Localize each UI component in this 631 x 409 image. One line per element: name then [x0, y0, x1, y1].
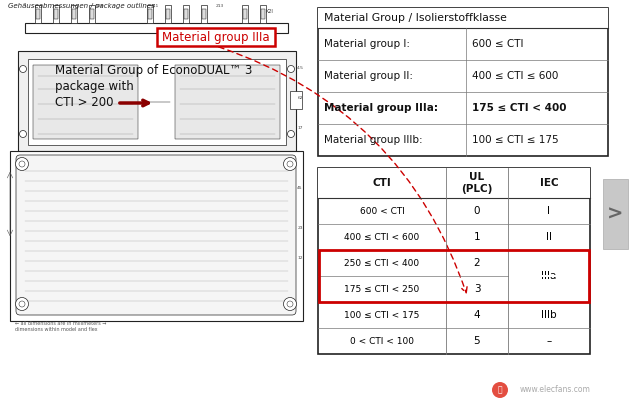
Text: 45: 45: [297, 186, 303, 190]
Text: K2I: K2I: [265, 9, 273, 14]
Bar: [175, 65, 280, 139]
Circle shape: [20, 65, 27, 72]
Bar: [18, 51, 296, 151]
Bar: [53, 5, 59, 23]
Text: 4.5: 4.5: [297, 66, 304, 70]
Bar: [166, 9, 170, 19]
Text: Material group I:: Material group I:: [324, 39, 410, 49]
Text: 23: 23: [297, 226, 303, 230]
Text: 250 ≤ CTI < 400: 250 ≤ CTI < 400: [345, 258, 420, 267]
Text: 213: 213: [216, 4, 224, 8]
Text: 5: 5: [474, 336, 480, 346]
Bar: [318, 8, 608, 28]
Bar: [184, 9, 188, 19]
Text: CTI > 200: CTI > 200: [55, 96, 114, 109]
Text: www.elecfans.com: www.elecfans.com: [519, 385, 591, 394]
Text: 0: 0: [474, 206, 480, 216]
Text: IIIa: IIIa: [541, 271, 557, 281]
Text: 12: 12: [297, 256, 303, 260]
Bar: [71, 5, 77, 23]
Text: Material group IIIa:: Material group IIIa:: [324, 103, 438, 113]
Circle shape: [16, 297, 28, 310]
Bar: [54, 9, 58, 19]
Text: Material Group of EconoDUAL™ 3: Material Group of EconoDUAL™ 3: [55, 64, 252, 77]
Circle shape: [283, 157, 297, 171]
Bar: [201, 5, 207, 23]
Text: I: I: [548, 206, 550, 216]
Text: 175 ≤ CTI < 250: 175 ≤ CTI < 250: [345, 285, 420, 294]
Bar: [509, 275, 589, 276]
Text: 2: 2: [474, 258, 480, 268]
Text: 175 ≤ CTI < 400: 175 ≤ CTI < 400: [472, 103, 567, 113]
Text: UL
(PLC): UL (PLC): [461, 172, 493, 194]
Text: Gehäuseabmessungen / package outlines: Gehäuseabmessungen / package outlines: [8, 3, 155, 9]
Circle shape: [288, 130, 295, 137]
Bar: [242, 5, 248, 23]
Bar: [10, 151, 303, 321]
Bar: [261, 9, 265, 19]
Text: >: >: [607, 204, 623, 223]
Text: 17: 17: [297, 126, 303, 130]
Text: Material Group / Isolierstoffklasse: Material Group / Isolierstoffklasse: [324, 13, 507, 23]
Circle shape: [19, 301, 25, 307]
Bar: [319, 250, 589, 301]
Circle shape: [288, 65, 295, 72]
Text: 600 < CTI: 600 < CTI: [360, 207, 404, 216]
Text: II: II: [546, 232, 552, 242]
Text: –: –: [546, 336, 551, 346]
Bar: [25, 23, 288, 33]
Bar: [318, 168, 590, 354]
Bar: [318, 8, 608, 156]
Bar: [28, 59, 286, 145]
Text: 400 ≤ CTI < 600: 400 ≤ CTI < 600: [345, 232, 420, 241]
FancyBboxPatch shape: [16, 155, 296, 315]
Text: package with: package with: [55, 80, 134, 93]
FancyArrowPatch shape: [218, 47, 467, 293]
Circle shape: [287, 301, 293, 307]
Text: 341: 341: [151, 4, 159, 8]
Text: 0 < CTI < 100: 0 < CTI < 100: [350, 337, 414, 346]
Text: Material group IIIb:: Material group IIIb:: [324, 135, 423, 145]
Bar: [318, 168, 590, 198]
Text: 3: 3: [474, 284, 480, 294]
Text: 4: 4: [474, 310, 480, 320]
Circle shape: [19, 161, 25, 167]
Circle shape: [16, 157, 28, 171]
Bar: [89, 5, 95, 23]
Text: CTI: CTI: [373, 178, 391, 188]
Bar: [183, 5, 189, 23]
Text: 1: 1: [474, 232, 480, 242]
Text: Material group IIIa: Material group IIIa: [162, 31, 270, 43]
Text: IIIb: IIIb: [541, 310, 557, 320]
Text: 电: 电: [498, 386, 502, 395]
Text: 128: 128: [96, 4, 104, 8]
Bar: [72, 9, 76, 19]
Circle shape: [492, 382, 508, 398]
Bar: [165, 5, 171, 23]
Bar: [243, 9, 247, 19]
Text: 100 ≤ CTI ≤ 175: 100 ≤ CTI ≤ 175: [472, 135, 558, 145]
Bar: [36, 9, 40, 19]
Circle shape: [287, 161, 293, 167]
Text: ← all dimensions are in millimeters →: ← all dimensions are in millimeters →: [15, 321, 107, 326]
Circle shape: [283, 297, 297, 310]
Text: 400 ≤ CTI ≤ 600: 400 ≤ CTI ≤ 600: [472, 71, 558, 81]
Bar: [260, 5, 266, 23]
Text: 600 ≤ CTI: 600 ≤ CTI: [472, 39, 524, 49]
Bar: [290, 91, 302, 109]
Bar: [603, 179, 628, 249]
Bar: [148, 9, 152, 19]
Bar: [33, 65, 138, 139]
Bar: [35, 5, 41, 23]
Bar: [90, 9, 94, 19]
Bar: [147, 5, 153, 23]
Text: 62: 62: [297, 96, 303, 100]
Text: Material group II:: Material group II:: [324, 71, 413, 81]
Text: dimensions within model and flex: dimensions within model and flex: [15, 327, 98, 332]
Text: 100 ≤ CTI < 175: 100 ≤ CTI < 175: [345, 310, 420, 319]
Bar: [157, 28, 275, 46]
Text: IEC: IEC: [540, 178, 558, 188]
Bar: [202, 9, 206, 19]
Circle shape: [20, 130, 27, 137]
